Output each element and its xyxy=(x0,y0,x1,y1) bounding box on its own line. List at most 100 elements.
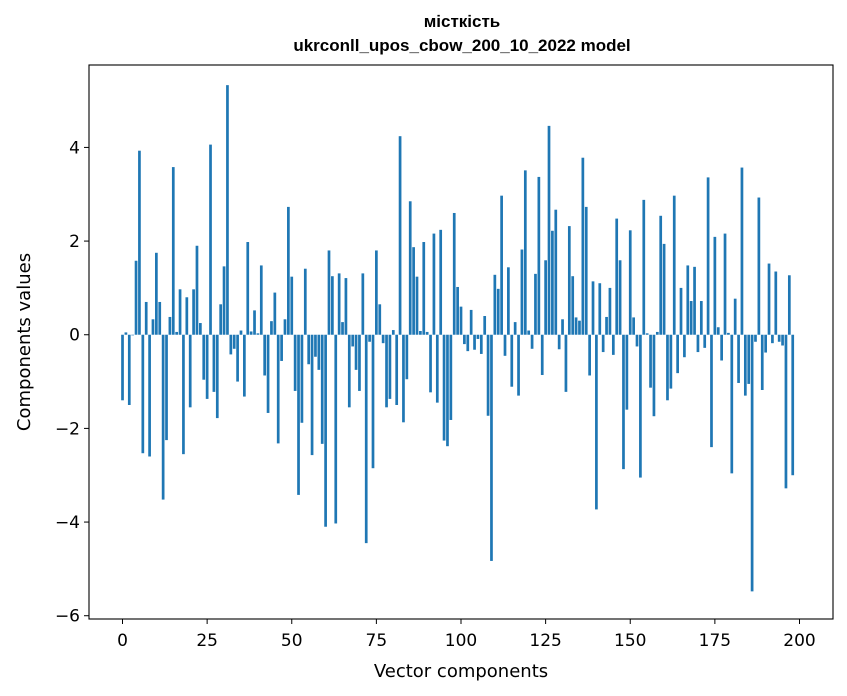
bar-194 xyxy=(777,334,781,342)
bar-3 xyxy=(131,334,135,336)
bar-195 xyxy=(781,334,784,346)
bar-188 xyxy=(757,197,761,335)
bar-56 xyxy=(310,334,314,456)
bar-165 xyxy=(679,287,683,335)
bar-179 xyxy=(727,332,730,335)
bar-27 xyxy=(212,334,216,392)
bar-144 xyxy=(608,287,612,335)
bar-42 xyxy=(263,334,267,376)
bar-93 xyxy=(435,334,439,403)
bar-32 xyxy=(229,334,233,355)
bar-111 xyxy=(496,288,500,335)
bar-100 xyxy=(459,306,463,335)
bar-198 xyxy=(791,334,795,476)
bar-125 xyxy=(544,260,547,335)
bar-94 xyxy=(439,229,443,335)
bar-121 xyxy=(530,334,534,349)
bar-13 xyxy=(165,334,168,441)
bar-167 xyxy=(686,265,690,335)
bar-148 xyxy=(622,334,625,470)
bar-82 xyxy=(398,136,402,335)
bar-184 xyxy=(743,334,747,396)
bar-102 xyxy=(466,334,470,352)
bar-157 xyxy=(652,334,656,417)
bar-10 xyxy=(155,252,158,335)
bar-134 xyxy=(574,317,578,335)
bar-41 xyxy=(259,265,263,335)
bar-123 xyxy=(537,176,541,335)
bar-142 xyxy=(601,334,605,353)
bar-133 xyxy=(571,276,575,335)
bar-168 xyxy=(689,301,693,335)
bar-58 xyxy=(317,334,321,370)
bar-156 xyxy=(649,334,652,388)
bar-53 xyxy=(300,334,304,423)
bar-136 xyxy=(581,157,585,335)
bar-44 xyxy=(270,321,273,335)
x-tick-label-8: 200 xyxy=(783,631,815,651)
bar-89 xyxy=(422,242,426,335)
bar-153 xyxy=(639,334,642,478)
y-tick-label-5: 4 xyxy=(69,138,80,158)
x-tick-label-2: 50 xyxy=(281,631,303,651)
bar-2 xyxy=(127,334,131,405)
bar-149 xyxy=(625,334,629,410)
bar-9 xyxy=(151,319,155,335)
bar-96 xyxy=(446,334,449,447)
bar-34 xyxy=(236,334,239,382)
bar-147 xyxy=(618,260,622,335)
bar-76 xyxy=(378,304,382,335)
bar-14 xyxy=(168,316,172,335)
bar-24 xyxy=(202,334,206,380)
bar-54 xyxy=(303,268,307,335)
bar-22 xyxy=(195,245,199,335)
bar-176 xyxy=(716,327,720,335)
bar-160 xyxy=(662,243,666,335)
bar-98 xyxy=(452,212,456,335)
bar-150 xyxy=(628,230,632,335)
y-tick-label-0: −6 xyxy=(55,607,80,627)
bar-87 xyxy=(415,276,419,335)
x-tick-label-1: 25 xyxy=(196,631,218,651)
bar-48 xyxy=(283,319,287,335)
bar-59 xyxy=(320,334,324,444)
bar-154 xyxy=(642,199,646,335)
bar-37 xyxy=(246,242,250,335)
bar-77 xyxy=(381,334,385,344)
bar-68 xyxy=(351,334,355,347)
bar-159 xyxy=(659,215,663,335)
bar-170 xyxy=(696,334,700,353)
x-tick-label-6: 150 xyxy=(614,631,646,651)
bar-177 xyxy=(720,334,723,361)
bar-181 xyxy=(733,298,737,335)
y-axis-label: Components values xyxy=(14,253,35,431)
bar-91 xyxy=(429,334,432,393)
bar-152 xyxy=(635,334,639,347)
bar-92 xyxy=(432,233,436,335)
bar-83 xyxy=(402,334,405,423)
bar-46 xyxy=(276,334,280,444)
bar-20 xyxy=(188,334,192,408)
bar-129 xyxy=(557,334,561,350)
bar-145 xyxy=(611,334,615,355)
bar-66 xyxy=(344,278,348,335)
bar-35 xyxy=(239,330,243,335)
bar-161 xyxy=(666,334,669,401)
x-tick-label-4: 100 xyxy=(445,631,477,651)
bar-166 xyxy=(683,334,686,358)
x-tick-label-5: 125 xyxy=(529,631,561,651)
bar-115 xyxy=(510,334,514,387)
bar-141 xyxy=(598,283,602,335)
bar-196 xyxy=(784,334,788,489)
bar-155 xyxy=(645,333,649,335)
bar-39 xyxy=(253,310,256,335)
bar-12 xyxy=(161,334,165,500)
bar-151 xyxy=(632,317,635,335)
bar-186 xyxy=(750,334,754,592)
bar-146 xyxy=(615,218,619,335)
bar-16 xyxy=(175,331,179,335)
bar-197 xyxy=(787,275,791,335)
y-tick-label-1: −4 xyxy=(55,513,80,533)
bar-62 xyxy=(331,276,334,335)
